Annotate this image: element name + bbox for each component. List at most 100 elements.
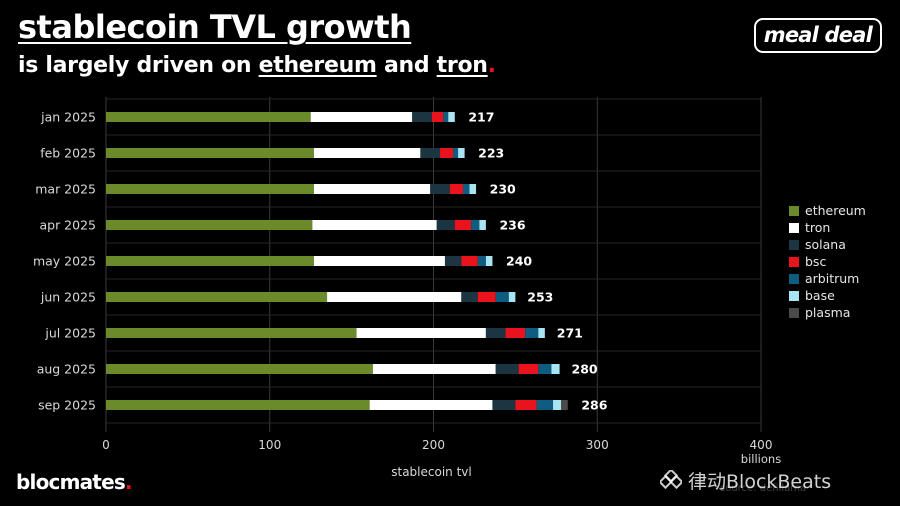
subtitle-text: is largely driven on [18,53,259,78]
bar-segment-solana [412,112,432,122]
bar-segment-solana [485,328,506,338]
legend-swatch-plasma [789,307,799,318]
legend-label-base: base [805,288,835,303]
bar-segment-solana [430,184,450,194]
legend-label-tron: tron [805,220,831,235]
bar-segment-tron [310,112,413,122]
y-tick-label: feb 2025 [40,146,96,161]
chart-subtitle: is largely driven on ethereum and tron. [18,53,496,78]
x-tick-label-300: 300 [586,438,609,452]
legend-swatch-bsc [789,256,799,267]
bar-segment-base [448,112,455,122]
legend-item-base: base [789,287,866,304]
bar-segment-base [485,256,493,266]
bar-segment-ethereum [106,184,314,194]
legend-swatch-ethereum [789,205,799,216]
bar-segment-arbitrum [538,364,552,374]
chart-title: stablecoin TVL growth [18,8,412,46]
faint-source-text: source: defillama [720,483,807,494]
bar-segment-ethereum [106,112,311,122]
bar-segment-ethereum [106,220,313,230]
blockbeats-icon [660,469,682,492]
x-tick-label-400: 400 [750,438,773,452]
total-data-label: 280 [572,362,598,377]
y-tick-label: sep 2025 [38,398,96,413]
legend-item-arbitrum: arbitrum [789,270,866,287]
bar-segment-tron [313,256,445,266]
total-data-label: 253 [527,290,553,305]
legend-item-plasma: plasma [789,304,866,321]
y-tick-label: aug 2025 [37,362,96,377]
meal-deal-logo: meal deal [753,18,882,53]
x-tick-label-0: 0 [102,438,110,452]
legend-label-bsc: bsc [805,254,827,269]
y-tick-label: jan 2025 [40,110,96,125]
bar-segment-ethereum [106,256,314,266]
bar-segment-bsc [440,148,454,158]
subtitle-text-mid: and [376,53,437,78]
x-axis-unit: billions [741,452,781,466]
legend-item-ethereum: ethereum [789,202,866,219]
bar-segment-base [479,220,486,230]
bar-segment-arbitrum [495,292,509,302]
bar-segment-ethereum [106,292,328,302]
y-tick-label: apr 2025 [39,218,96,233]
bar-segment-arbitrum [536,400,554,410]
bar-segment-arbitrum [462,184,470,194]
bar-segment-arbitrum [525,328,539,338]
legend-swatch-solana [789,239,799,250]
total-data-label: 271 [557,326,583,341]
bar-segment-base [469,184,477,194]
bar-segment-bsc [449,184,463,194]
bar-segment-base [508,292,516,302]
total-data-label: 230 [490,182,516,197]
bar-segment-solana [444,256,462,266]
bar-segment-plasma [561,400,568,410]
blockbeats-watermark: 律动BlockBeats [660,467,831,494]
bar-segment-arbitrum [471,220,480,230]
bar-segment-base [538,328,545,338]
subtitle-ethereum: ethereum [258,53,377,78]
bar-segment-tron [327,292,462,302]
bar-segment-solana [461,292,478,302]
bar-segment-arbitrum [453,148,459,158]
blocmates-logo: blocmates. [16,470,133,494]
y-tick-label: mar 2025 [35,182,96,197]
bar-segment-base [458,148,465,158]
y-tick-label: jun 2025 [40,290,96,305]
total-data-label: 217 [468,110,494,125]
bar-segment-tron [369,400,493,410]
x-tick-label-100: 100 [258,438,281,452]
legend-swatch-base [789,290,799,301]
legend-item-bsc: bsc [789,253,866,270]
legend-label-plasma: plasma [805,305,851,320]
bar-segment-solana [436,220,455,230]
watermark-text: 律动BlockBeats [688,471,832,493]
legend-label-arbitrum: arbitrum [805,271,860,286]
bar-segment-base [551,364,560,374]
bar-segment-ethereum [106,148,314,158]
legend-item-solana: solana [789,236,866,253]
blocmates-dot: . [124,470,133,494]
chart-legend: ethereum tron solana bsc arbitrum base plasma [789,202,866,321]
bar-segment-ethereum [106,328,357,338]
bar-segment-bsc [431,112,444,122]
legend-label-ethereum: ethereum [805,203,866,218]
bar-segment-tron [356,328,486,338]
y-tick-label: may 2025 [33,254,96,269]
bar-segment-bsc [505,328,526,338]
legend-swatch-arbitrum [789,273,799,284]
bar-segment-base [553,400,562,410]
bar-segment-bsc [461,256,478,266]
bar-segment-tron [313,148,421,158]
blocmates-name: blocmates [16,470,126,494]
bar-segment-bsc [477,292,496,302]
subtitle-dot: . [487,53,496,78]
bar-segment-solana [495,364,519,374]
bar-segment-bsc [518,364,539,374]
bar-segment-tron [313,184,431,194]
total-data-label: 240 [506,254,532,269]
total-data-label: 223 [478,146,504,161]
bar-segment-ethereum [106,364,373,374]
